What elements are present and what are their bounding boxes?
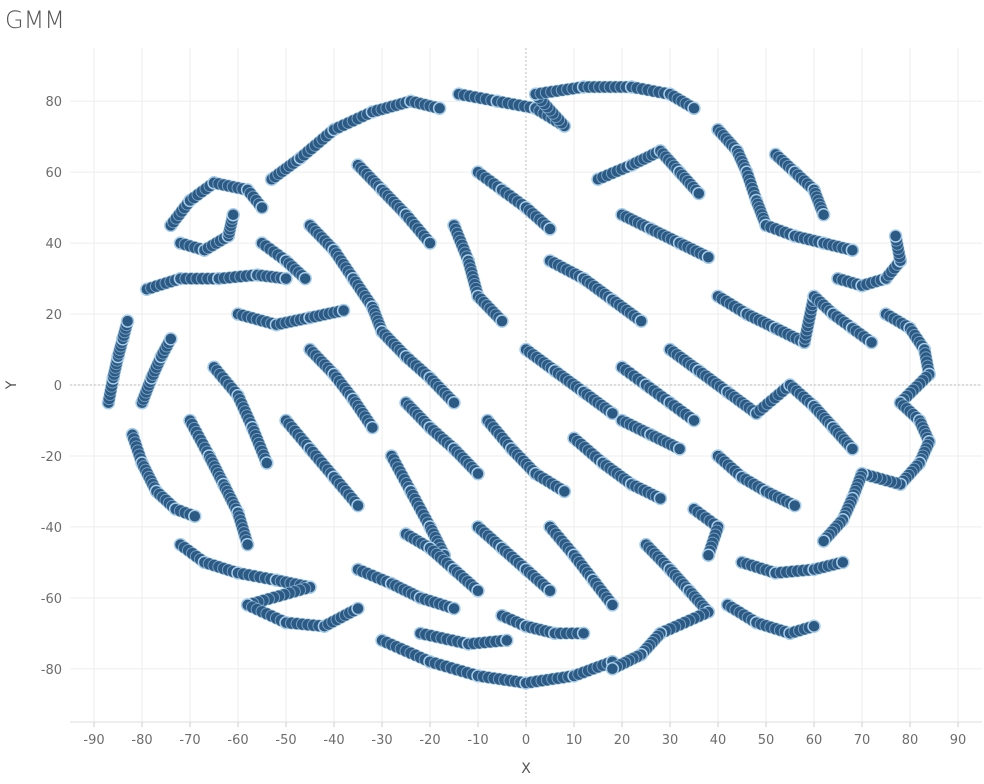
data-point bbox=[605, 406, 620, 421]
chart-title: GMM bbox=[5, 6, 66, 34]
y-axis-ticks: -80 -60 -40 -20 0 20 40 60 80 bbox=[41, 95, 62, 678]
data-point bbox=[351, 498, 365, 513]
data-point bbox=[557, 484, 572, 499]
x-tick-label: 30 bbox=[662, 733, 679, 748]
data-point bbox=[164, 332, 178, 346]
y-tick-label: 40 bbox=[45, 237, 62, 252]
data-point bbox=[605, 598, 620, 612]
data-point bbox=[701, 548, 716, 563]
data-point bbox=[447, 395, 461, 410]
y-tick-label: -40 bbox=[41, 521, 62, 536]
x-tick-label: -90 bbox=[83, 733, 104, 748]
x-tick-label: 40 bbox=[710, 733, 727, 748]
data-point bbox=[888, 229, 903, 243]
data-point bbox=[500, 633, 514, 648]
x-tick-label: -40 bbox=[323, 733, 344, 748]
data-point bbox=[634, 314, 648, 328]
x-axis-label: X bbox=[521, 761, 531, 777]
data-point bbox=[255, 200, 269, 215]
y-axis-label: Y bbox=[4, 380, 20, 390]
data-point bbox=[471, 466, 485, 481]
x-tick-label: 0 bbox=[522, 733, 530, 748]
data-point bbox=[543, 583, 557, 598]
data-point bbox=[788, 498, 802, 513]
data-point bbox=[687, 413, 701, 428]
data-point bbox=[605, 662, 620, 676]
x-tick-label: 80 bbox=[902, 733, 919, 748]
data-point bbox=[279, 271, 293, 286]
data-point bbox=[845, 243, 860, 257]
data-point bbox=[188, 509, 202, 524]
data-point bbox=[687, 101, 701, 116]
x-tick-label: -70 bbox=[179, 733, 200, 748]
data-point bbox=[701, 250, 716, 265]
data-point bbox=[816, 207, 831, 222]
data-point bbox=[543, 222, 557, 236]
data-point bbox=[495, 314, 509, 328]
x-tick-label: 20 bbox=[614, 733, 631, 748]
data-point bbox=[260, 456, 274, 470]
x-tick-label: 70 bbox=[854, 733, 871, 748]
data-point bbox=[653, 491, 668, 506]
data-point bbox=[807, 619, 821, 633]
data-point bbox=[351, 601, 365, 616]
data-point bbox=[298, 271, 312, 286]
x-tick-label: 60 bbox=[806, 733, 823, 748]
data-point bbox=[365, 420, 380, 435]
x-tick-label: 10 bbox=[566, 733, 583, 748]
y-tick-label: 60 bbox=[45, 166, 62, 181]
data-point bbox=[432, 101, 447, 116]
data-point bbox=[816, 534, 831, 548]
x-tick-label: -20 bbox=[419, 733, 440, 748]
x-axis-ticks: -90 -80 -70 -60 -50 -40 -30 -20 -10 0 10 20 30 40 50 60… bbox=[83, 722, 966, 748]
data-point bbox=[864, 335, 879, 350]
x-tick-label: 50 bbox=[758, 733, 775, 748]
data-point bbox=[226, 207, 240, 222]
data-point bbox=[836, 555, 850, 570]
data-point bbox=[240, 537, 255, 552]
data-point bbox=[845, 442, 860, 456]
data-point bbox=[672, 442, 687, 456]
x-tick-label: -80 bbox=[131, 733, 152, 748]
data-point bbox=[471, 583, 485, 598]
y-tick-label: 20 bbox=[45, 308, 62, 323]
x-tick-label: 90 bbox=[950, 733, 967, 748]
data-point bbox=[423, 236, 437, 250]
data-point bbox=[576, 626, 591, 641]
y-tick-label: 0 bbox=[54, 379, 62, 394]
data-point bbox=[120, 314, 135, 328]
x-tick-label: -30 bbox=[371, 733, 392, 748]
y-tick-label: 80 bbox=[45, 95, 62, 110]
data-point bbox=[692, 186, 706, 201]
data-point bbox=[447, 601, 461, 616]
data-points bbox=[101, 80, 936, 690]
x-tick-label: -60 bbox=[227, 733, 248, 748]
x-tick-label: -10 bbox=[467, 733, 488, 748]
y-tick-label: -60 bbox=[41, 592, 62, 607]
y-tick-label: -80 bbox=[41, 663, 62, 678]
x-tick-label: -50 bbox=[275, 733, 296, 748]
data-point bbox=[336, 303, 351, 318]
y-tick-label: -20 bbox=[41, 450, 62, 465]
